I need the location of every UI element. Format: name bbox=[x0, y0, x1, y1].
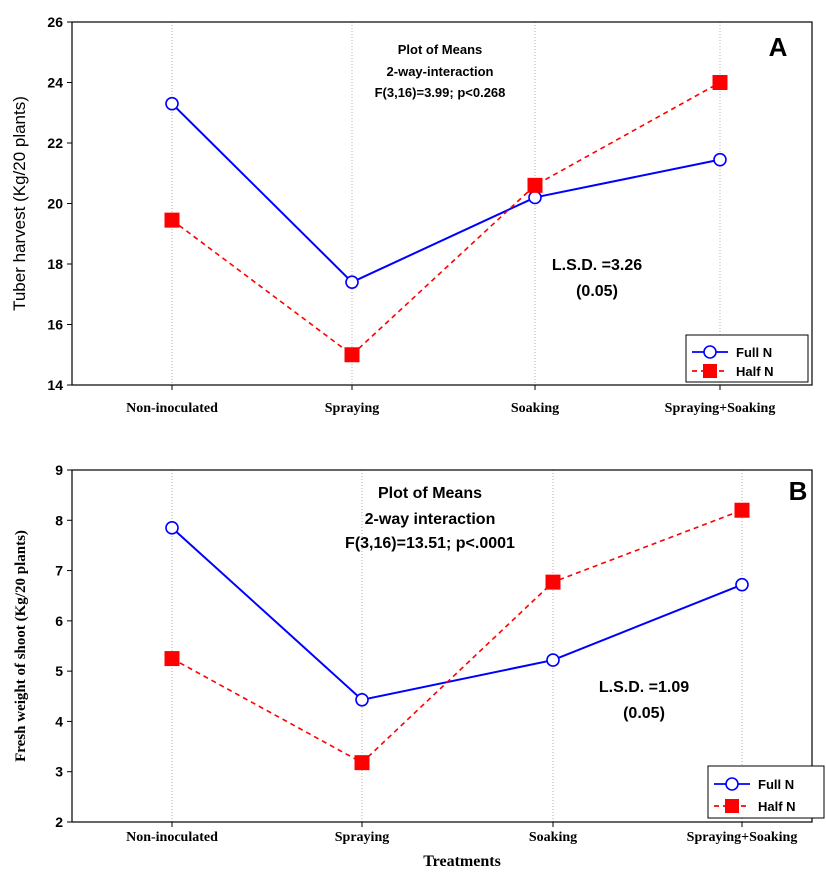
data-point-half-n bbox=[355, 756, 369, 770]
annotation-line: F(3,16)=3.99; p<0.268 bbox=[375, 85, 506, 100]
annotation-line: F(3,16)=13.51; p<.0001 bbox=[345, 535, 515, 552]
y-tick-label: 7 bbox=[55, 563, 63, 579]
data-point-full-n bbox=[166, 522, 178, 534]
legend-entry: Half N bbox=[736, 364, 774, 379]
annotation-line: Plot of Means bbox=[378, 485, 482, 502]
y-tick-label: 14 bbox=[47, 377, 63, 393]
legend-marker-circle bbox=[726, 778, 738, 790]
legend-entry: Full N bbox=[758, 777, 794, 792]
annotation-line: Plot of Means bbox=[398, 42, 483, 57]
legend-entry: Full N bbox=[736, 345, 772, 360]
data-point-full-n bbox=[736, 579, 748, 591]
data-point-half-n bbox=[713, 76, 727, 90]
y-tick-label: 18 bbox=[47, 256, 63, 272]
y-tick-label: 16 bbox=[47, 317, 63, 333]
legend: Full N Half N bbox=[686, 335, 808, 382]
data-point-half-n bbox=[165, 652, 179, 666]
legend-marker-square bbox=[703, 364, 717, 378]
legend-marker-circle bbox=[704, 346, 716, 358]
x-tick-label: Spraying bbox=[335, 830, 389, 845]
series-line-full-n bbox=[172, 104, 720, 282]
data-point-full-n bbox=[166, 98, 178, 110]
y-tick-label: 4 bbox=[55, 713, 63, 729]
lsd-label: (0.05) bbox=[623, 705, 665, 722]
lsd-label: (0.05) bbox=[576, 283, 618, 300]
chart-panel-b: 2 3 4 5 6 7 8 9 Non-inoculated Spraying Soaking Spr… bbox=[13, 462, 824, 870]
x-tick-label: Soaking bbox=[529, 830, 577, 845]
y-tick-label: 20 bbox=[47, 196, 63, 212]
x-tick-label: Spraying bbox=[325, 401, 379, 416]
y-tick-label: 2 bbox=[55, 814, 63, 830]
x-axis-label: Treatments bbox=[423, 853, 501, 870]
y-tick-label: 3 bbox=[55, 764, 63, 780]
y-axis-label: Tuber harvest (Kg/20 plants) bbox=[10, 96, 29, 311]
x-tick-label: Non-inoculated bbox=[126, 830, 218, 845]
x-tick-label: Spraying+Soaking bbox=[665, 401, 776, 416]
y-axis-label: Fresh weight of shoot (Kg/20 plants) bbox=[13, 530, 29, 762]
data-point-full-n bbox=[529, 191, 541, 203]
x-tick-label: Non-inoculated bbox=[126, 401, 218, 416]
annotation-line: 2-way-interaction bbox=[387, 64, 494, 79]
lsd-label: L.S.D. =3.26 bbox=[552, 257, 642, 274]
y-tick-label: 8 bbox=[55, 512, 63, 528]
legend-entry: Half N bbox=[758, 799, 796, 814]
data-point-half-n bbox=[528, 178, 542, 192]
x-tick-label: Spraying+Soaking bbox=[687, 830, 798, 845]
y-tick-label: 9 bbox=[55, 462, 63, 478]
data-point-full-n bbox=[714, 154, 726, 166]
y-tick-label: 5 bbox=[55, 663, 63, 679]
legend-marker-square bbox=[725, 799, 739, 813]
data-point-half-n bbox=[345, 348, 359, 362]
y-tick-label: 22 bbox=[47, 135, 63, 151]
panel-letter: B bbox=[789, 476, 808, 506]
data-point-full-n bbox=[356, 694, 368, 706]
data-point-full-n bbox=[346, 276, 358, 288]
data-point-half-n bbox=[735, 503, 749, 517]
annotation-line: 2-way interaction bbox=[365, 511, 496, 528]
series-line-full-n bbox=[172, 528, 742, 700]
x-tick-label: Soaking bbox=[511, 401, 559, 416]
y-tick-label: 24 bbox=[47, 75, 63, 91]
legend: Full N Half N bbox=[708, 766, 824, 818]
panel-letter: A bbox=[769, 32, 788, 62]
lsd-label: L.S.D. =1.09 bbox=[599, 679, 689, 696]
y-tick-label: 6 bbox=[55, 613, 63, 629]
chart-panel-a: 14 16 18 20 22 24 26 Non-inoculated Spraying Soak… bbox=[10, 14, 812, 416]
series-line-half-n bbox=[172, 83, 720, 355]
data-point-half-n bbox=[165, 213, 179, 227]
data-point-full-n bbox=[547, 654, 559, 666]
data-point-half-n bbox=[546, 575, 560, 589]
y-tick-label: 26 bbox=[47, 14, 63, 30]
